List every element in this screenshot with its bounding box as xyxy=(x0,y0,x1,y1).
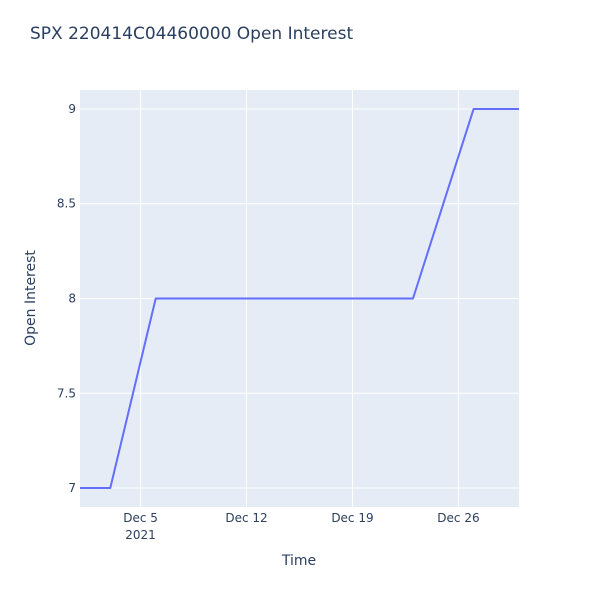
y-tick-label: 8 xyxy=(68,292,76,306)
y-tick-label: 8.5 xyxy=(57,197,76,211)
chart-title: SPX 220414C04460000 Open Interest xyxy=(30,24,353,44)
y-axis-title: Open Interest xyxy=(23,250,39,346)
y-tick-label: 7 xyxy=(68,481,76,495)
y-tick-label: 9 xyxy=(68,102,76,116)
tick-labels: Dec 5 2021 Dec 12 Dec 19 Dec 26 7 7.5 8 8.5 9 xyxy=(57,102,480,542)
x-tick-sublabel: 2021 xyxy=(125,528,156,542)
y-tick-label: 7.5 xyxy=(57,386,76,400)
series-line xyxy=(80,108,519,489)
x-tick-label: Dec 12 xyxy=(225,511,267,525)
x-axis-title: Time xyxy=(281,553,316,569)
x-tick-label: Dec 26 xyxy=(437,511,479,525)
x-tick-label: Dec 19 xyxy=(331,511,373,525)
series-layer xyxy=(80,108,519,489)
x-tick-label: Dec 5 xyxy=(123,511,158,525)
